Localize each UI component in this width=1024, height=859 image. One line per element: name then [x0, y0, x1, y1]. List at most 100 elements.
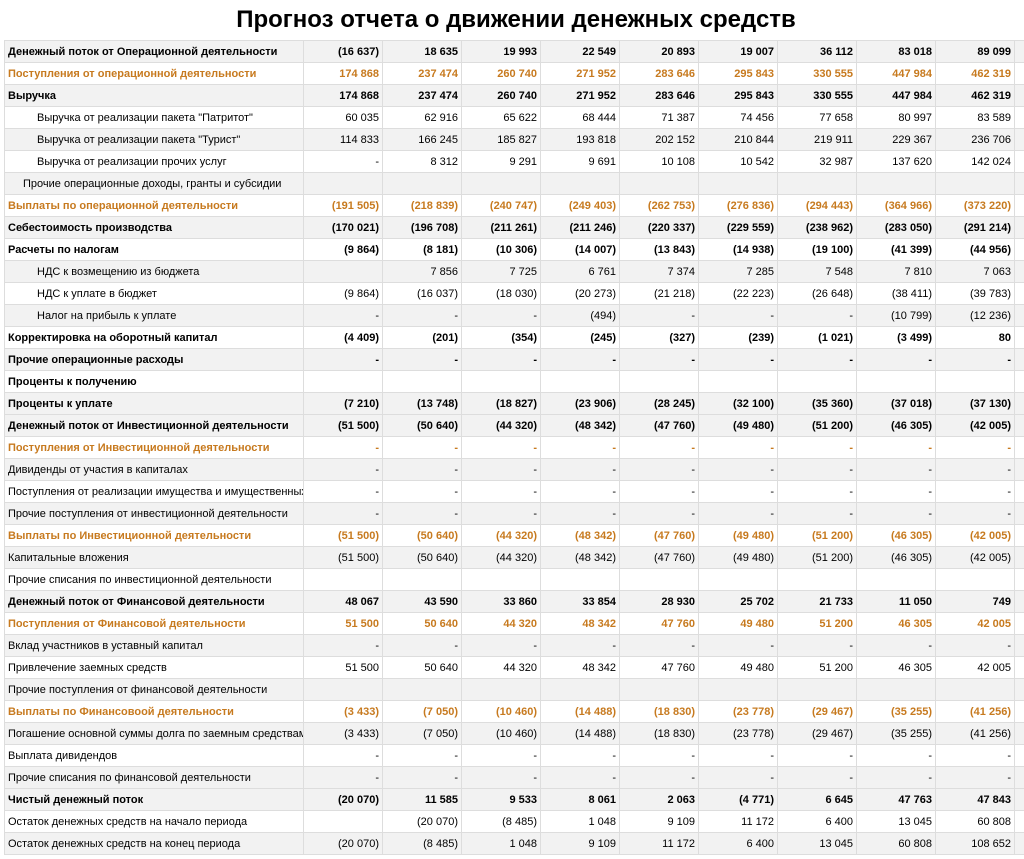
row-label: НДС к возмещению из бюджета: [5, 261, 304, 283]
cell-value: -: [857, 459, 936, 481]
cell-value: 10 108: [620, 151, 699, 173]
cell-value: -: [936, 745, 1015, 767]
cell-value: 9 109: [620, 811, 699, 833]
cell-value: (14 488): [541, 701, 620, 723]
cell-value: -: [462, 481, 541, 503]
row-label: Денежный поток от Финансовой деятельност…: [5, 591, 304, 613]
cell-value: 447 984: [857, 85, 936, 107]
cell-value: (44 956): [936, 239, 1015, 261]
cell-value: (50 640): [383, 525, 462, 547]
row-label: Денежный поток от Инвестиционной деятель…: [5, 415, 304, 437]
cell-value: 22 549: [541, 41, 620, 63]
cell-value: (18 830): [620, 723, 699, 745]
cell-value: 18 635: [383, 41, 462, 63]
cell-value: 11 585: [383, 789, 462, 811]
cell-value: (13 843): [620, 239, 699, 261]
cell-value: -: [778, 745, 857, 767]
row-label: Корректировка на оборотный капитал: [5, 327, 304, 349]
cell-value: 83 589: [936, 107, 1015, 129]
cell-value: -: [857, 349, 936, 371]
cell-value: 20 893: [620, 41, 699, 63]
cell-value: -: [304, 349, 383, 371]
cell-value: 47 760: [620, 657, 699, 679]
cell-value: -: [778, 459, 857, 481]
cell-value: 108 652: [936, 833, 1015, 855]
cell-value: (3 433): [304, 701, 383, 723]
cell-value: (49 480): [699, 525, 778, 547]
row-label: НДС к уплате в бюджет: [5, 283, 304, 305]
cell-value: 19 993: [462, 41, 541, 63]
cell-value: -: [620, 459, 699, 481]
cell-value: -: [699, 635, 778, 657]
cell-value: (14 938): [699, 239, 778, 261]
cell-value: (220 337): [620, 217, 699, 239]
cell-value: (10 306): [462, 239, 541, 261]
cell-value: 283 646: [620, 85, 699, 107]
cell-value: (249 403): [541, 195, 620, 217]
cell-value: (51 500): [304, 525, 383, 547]
cell-value: (10 460): [462, 701, 541, 723]
cell-value: -: [699, 459, 778, 481]
cell-value: -: [304, 745, 383, 767]
cell-value: 9 109: [541, 833, 620, 855]
cell-value: 8 312: [383, 151, 462, 173]
cell-value: 462 319: [936, 63, 1015, 85]
cell-value: 9 533: [462, 789, 541, 811]
cell-value: -: [462, 349, 541, 371]
cell-value: 447 984: [857, 63, 936, 85]
cell-value: (51 200): [778, 525, 857, 547]
cell-value: (37 010): [1015, 393, 1024, 415]
row-label: Проценты к получению: [5, 371, 304, 393]
cell-value: (41 256): [936, 701, 1015, 723]
cell-value: (18 030): [462, 283, 541, 305]
cell-value: (22 223): [699, 283, 778, 305]
table-row: Прочие списания по инвестиционной деятел…: [5, 569, 1024, 591]
cell-value: [620, 371, 699, 393]
cell-value: -: [462, 503, 541, 525]
cell-value: [857, 569, 936, 591]
cell-value: (239): [699, 327, 778, 349]
cell-value: -: [936, 635, 1015, 657]
cell-value: 43 590: [383, 591, 462, 613]
cell-value: [857, 173, 936, 195]
cell-value: -: [857, 503, 936, 525]
cell-value: 42 005: [936, 657, 1015, 679]
cell-value: (14 488): [541, 723, 620, 745]
cell-value: 33 860: [462, 591, 541, 613]
row-label: Прочие поступления от финансовой деятель…: [5, 679, 304, 701]
cell-value: (20 070): [383, 811, 462, 833]
row-label: Выручка от реализации пакета "Патритот": [5, 107, 304, 129]
cell-value: (49 480): [699, 547, 778, 569]
table-row: Выручка от реализации прочих услуг-8 312…: [5, 151, 1024, 173]
cell-value: [462, 679, 541, 701]
cell-value: -: [304, 503, 383, 525]
cell-value: [778, 569, 857, 591]
cell-value: (29 467): [778, 723, 857, 745]
cell-value: (37 130): [936, 393, 1015, 415]
row-label: Выплата дивидендов: [5, 745, 304, 767]
cell-value: (48 545): [1015, 525, 1024, 547]
cell-value: -: [462, 459, 541, 481]
row-label: Выплаты по операционной деятельности: [5, 195, 304, 217]
cell-value: (44 320): [462, 415, 541, 437]
cell-value: -: [304, 459, 383, 481]
cell-value: 260 740: [462, 63, 541, 85]
row-label: Выручка от реализации прочих услуг: [5, 151, 304, 173]
table-row: Поступления от реализации имущества и им…: [5, 481, 1024, 503]
cell-value: (38 411): [857, 283, 936, 305]
cell-value: 86 264: [1015, 107, 1024, 129]
cashflow-table: Денежный поток от Операционной деятельно…: [4, 40, 1024, 855]
cell-value: (19 100): [778, 239, 857, 261]
cell-value: -: [1015, 503, 1024, 525]
cell-value: [857, 679, 936, 701]
cell-value: 1 048: [541, 811, 620, 833]
cell-value: 219 911: [778, 129, 857, 151]
cell-value: 68 444: [541, 107, 620, 129]
table-row: Выплаты по операционной деятельности(191…: [5, 195, 1024, 217]
cell-value: 89 099: [936, 41, 1015, 63]
row-label: Прочие поступления от инвестиционной дея…: [5, 503, 304, 525]
cell-value: (3 433): [304, 723, 383, 745]
cell-value: -: [699, 437, 778, 459]
cell-value: (46 305): [857, 525, 936, 547]
table-row: Вклад участников в уставный капитал-----…: [5, 635, 1024, 657]
